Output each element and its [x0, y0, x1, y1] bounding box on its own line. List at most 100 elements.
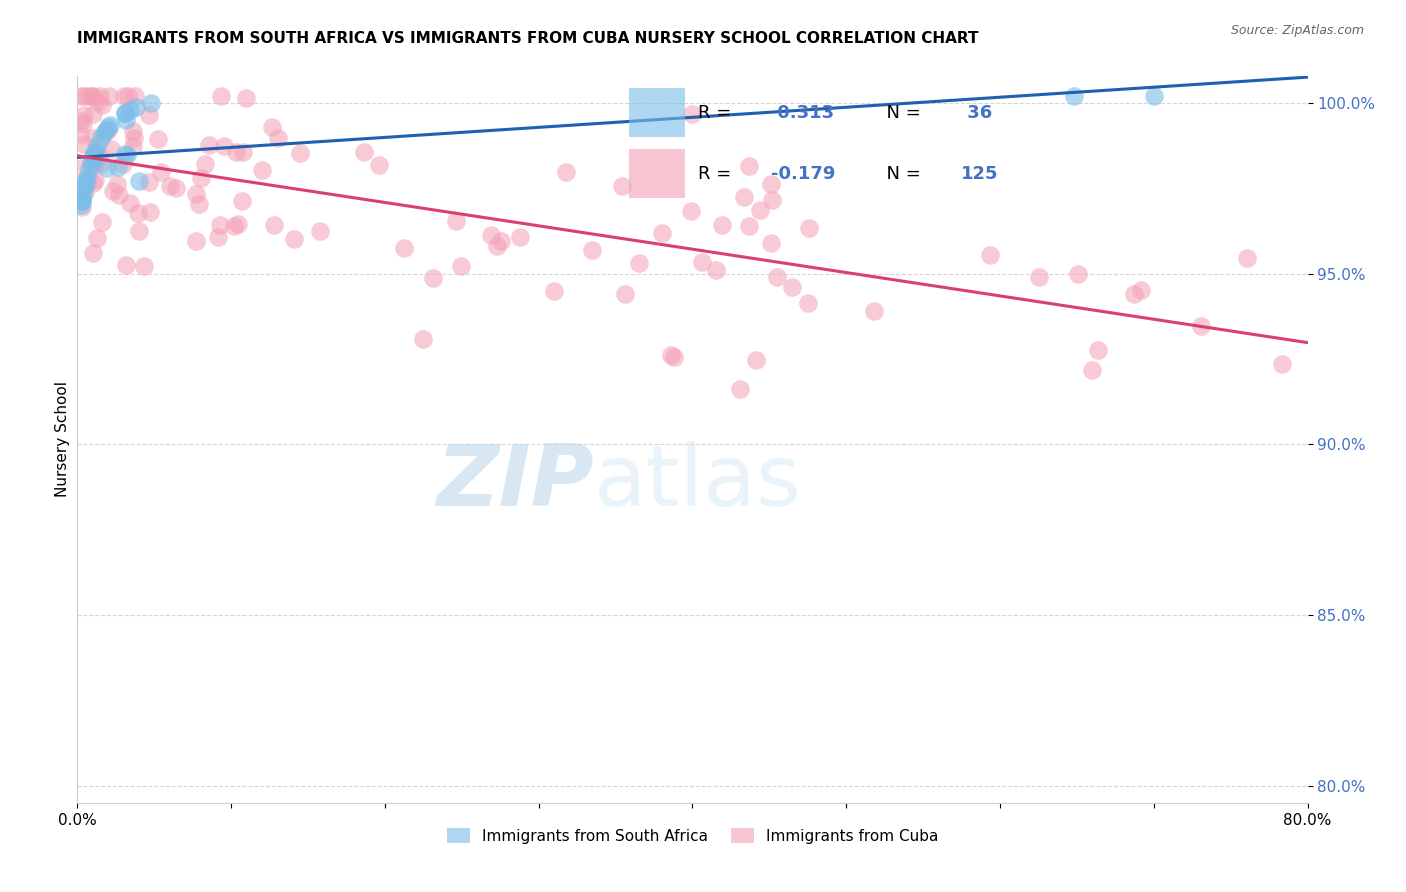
Point: [260, 120, 283, 135]
Point: [97, 89, 120, 103]
Point: [86, 139, 108, 153]
Point: [759, 235, 782, 250]
Point: [86, 231, 108, 245]
Point: [184, 186, 207, 201]
Point: [225, 145, 247, 159]
Point: [139, 95, 162, 110]
Point: [863, 304, 886, 318]
Point: [139, 204, 162, 219]
Point: [761, 194, 783, 208]
Text: ZIP: ZIP: [436, 442, 595, 524]
Point: [84, 173, 107, 187]
Point: [94, 123, 117, 137]
Point: [83, 158, 105, 172]
Point: [146, 132, 169, 146]
Point: [82, 246, 104, 260]
Point: [90, 156, 112, 170]
Point: [91, 215, 114, 229]
Point: [75, 177, 97, 191]
Point: [252, 163, 274, 178]
Point: [627, 256, 650, 270]
Point: [1271, 358, 1294, 372]
Legend: Immigrants from South Africa, Immigrants from Cuba: Immigrants from South Africa, Immigrants…: [440, 822, 945, 850]
Point: [82, 131, 104, 145]
Point: [105, 177, 128, 191]
Point: [367, 158, 389, 172]
Point: [283, 232, 305, 246]
Point: [651, 226, 673, 240]
Y-axis label: Nursery School: Nursery School: [55, 381, 70, 498]
Point: [165, 181, 187, 195]
Point: [211, 89, 233, 103]
Point: [489, 234, 512, 248]
Point: [208, 218, 231, 232]
Point: [97, 120, 120, 135]
Point: [69, 89, 91, 103]
Point: [1123, 287, 1146, 301]
Point: [82, 150, 104, 164]
Text: Source: ZipAtlas.com: Source: ZipAtlas.com: [1230, 24, 1364, 37]
Point: [353, 145, 375, 159]
Point: [115, 148, 138, 162]
Point: [70, 198, 93, 212]
Point: [114, 105, 136, 120]
Point: [679, 204, 702, 219]
Point: [82, 176, 104, 190]
Point: [1087, 343, 1109, 357]
Point: [797, 221, 820, 235]
Point: [73, 89, 96, 103]
Point: [267, 131, 290, 145]
Point: [509, 229, 531, 244]
Point: [149, 165, 172, 179]
Point: [479, 227, 502, 242]
Point: [82, 107, 104, 121]
Point: [184, 234, 207, 248]
Point: [797, 295, 820, 310]
Point: [543, 284, 565, 298]
Point: [76, 176, 98, 190]
Point: [1236, 252, 1258, 266]
Point: [412, 332, 434, 346]
Point: [80, 156, 103, 170]
Point: [759, 177, 782, 191]
Point: [128, 224, 150, 238]
Point: [1081, 363, 1104, 377]
Point: [444, 214, 467, 228]
Point: [710, 218, 733, 232]
Point: [114, 105, 136, 120]
Point: [659, 348, 682, 362]
Point: [117, 89, 139, 103]
Point: [70, 193, 93, 207]
Point: [100, 142, 122, 156]
Point: [70, 161, 93, 175]
Point: [159, 178, 181, 193]
Point: [690, 255, 713, 269]
Point: [70, 193, 93, 207]
Point: [114, 112, 136, 127]
Point: [76, 171, 98, 186]
Point: [122, 139, 145, 153]
Point: [1189, 318, 1212, 333]
Point: [662, 350, 685, 364]
Point: [93, 126, 115, 140]
Point: [127, 206, 149, 220]
Point: [309, 223, 332, 237]
Point: [83, 145, 105, 160]
Point: [118, 196, 141, 211]
Point: [108, 188, 131, 202]
Point: [738, 159, 761, 173]
Point: [72, 137, 94, 152]
Point: [704, 263, 727, 277]
Point: [72, 117, 94, 131]
Point: [132, 260, 155, 274]
Point: [69, 127, 91, 141]
Point: [1063, 89, 1085, 103]
Point: [138, 108, 160, 122]
Point: [190, 171, 212, 186]
Point: [738, 219, 761, 234]
Point: [89, 89, 111, 103]
Point: [77, 89, 100, 103]
Point: [72, 108, 94, 122]
Point: [90, 131, 112, 145]
Point: [450, 260, 472, 274]
